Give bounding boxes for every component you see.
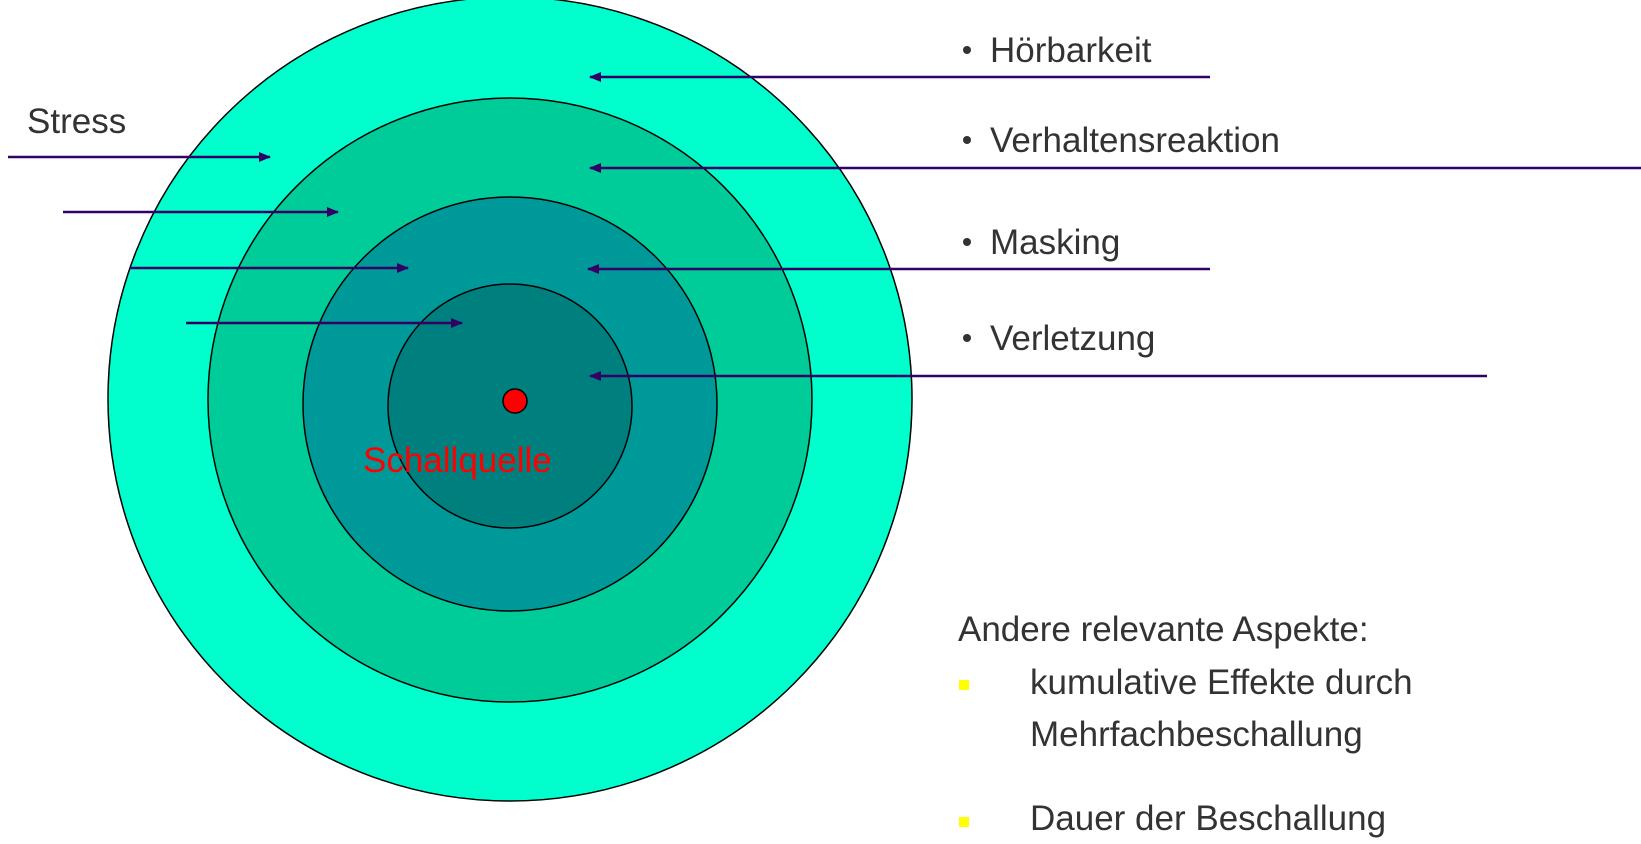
bullet — [963, 46, 971, 54]
other-item: kumulative Effekte durch — [1030, 663, 1413, 702]
source-label: Schallquelle — [363, 441, 552, 480]
other-heading: Andere relevante Aspekte: — [958, 610, 1369, 649]
arrows — [8, 72, 1641, 381]
square-bullet — [959, 817, 969, 827]
effect-label: Verhaltensreaktion — [990, 121, 1280, 160]
other-item: Mehrfachbeschallung — [1030, 715, 1363, 754]
effect-label: Masking — [990, 223, 1120, 262]
other-aspects: Andere relevante Aspekte: kumulative Eff… — [958, 610, 1413, 838]
source-dot — [502, 388, 528, 414]
bullet — [963, 136, 971, 144]
bullet — [963, 238, 971, 246]
rings — [107, 0, 913, 802]
effect-label: Verletzung — [990, 319, 1155, 358]
effect-labels: Hörbarkeit Verhaltensreaktion Masking Ve… — [963, 31, 1280, 358]
bullet — [963, 334, 971, 342]
other-item: Dauer der Beschallung — [1030, 799, 1386, 838]
effect-label: Hörbarkeit — [990, 31, 1152, 70]
square-bullet — [959, 680, 969, 690]
stress-label: Stress — [27, 102, 126, 141]
